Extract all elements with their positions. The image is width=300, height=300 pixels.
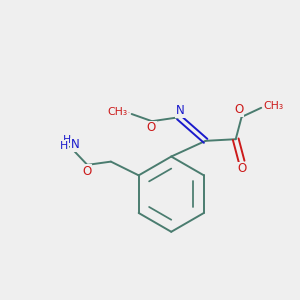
Text: O: O — [82, 165, 91, 178]
Text: CH₃: CH₃ — [108, 107, 128, 117]
Text: N: N — [176, 104, 185, 117]
Text: O: O — [234, 103, 244, 116]
Text: methyl: methyl — [266, 106, 271, 107]
Text: CH₃: CH₃ — [264, 101, 284, 112]
Text: O: O — [147, 121, 156, 134]
Text: methyl: methyl — [126, 112, 131, 113]
Text: N: N — [70, 138, 80, 151]
Text: O: O — [238, 162, 247, 175]
Text: H: H — [60, 141, 68, 151]
Text: methyl: methyl — [265, 106, 269, 107]
Text: H: H — [63, 135, 71, 145]
